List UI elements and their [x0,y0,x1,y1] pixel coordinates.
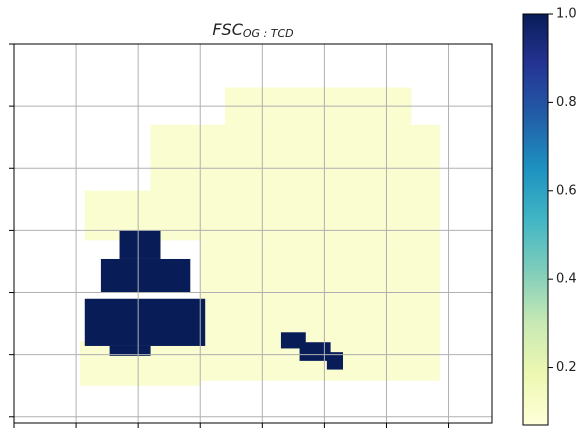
heat-region [299,342,331,361]
title-main: FSC [212,20,243,39]
title-subscript: OG : TCD [243,27,294,40]
colorbar-tick-label: 0.2 [556,360,577,375]
colorbar-tick-label: 0.6 [556,183,577,198]
colorbar-tick-label: 0.4 [556,272,577,287]
colorbar-tick-label: 1.0 [556,7,577,22]
heat-region [119,230,161,259]
chart-title: FSCOG : TCD [212,20,293,41]
colorbar-tick-label: 0.8 [556,95,577,110]
heat-region [109,345,151,356]
heat-region [84,298,206,346]
heat-region [100,258,191,293]
colorbar [522,13,549,426]
heat-region [326,352,344,370]
plot-frame [13,43,493,424]
heat-region [150,124,440,241]
